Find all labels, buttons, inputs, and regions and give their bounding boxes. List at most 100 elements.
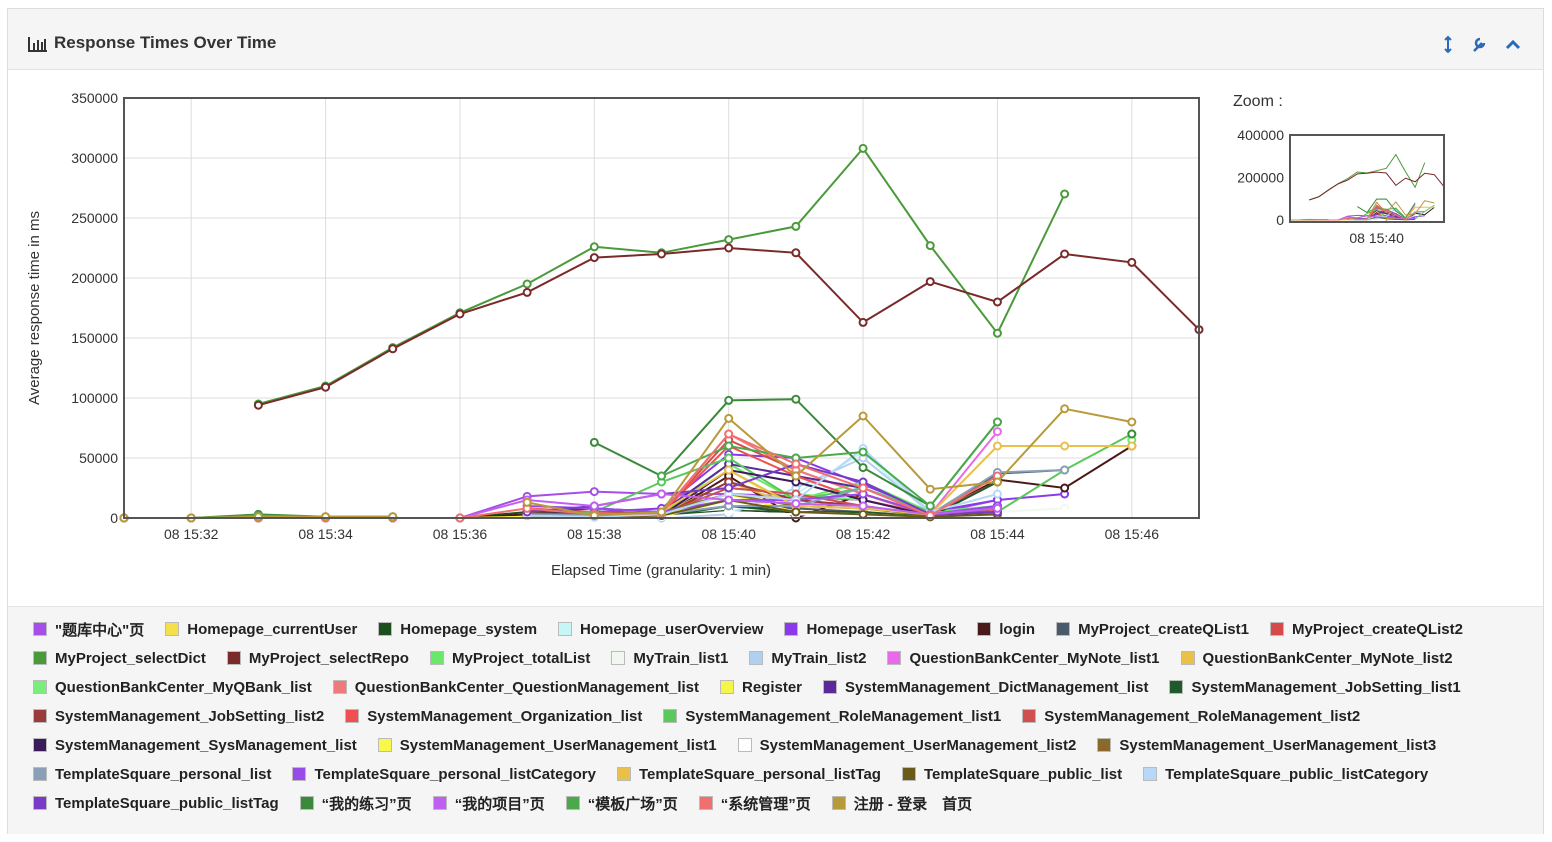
data-point: [858, 501, 868, 511]
legend-item[interactable]: “系统管理”页: [698, 793, 811, 813]
panel-tools[interactable]: [1438, 35, 1538, 55]
legend-item[interactable]: MyProject_createQList1: [1056, 619, 1249, 639]
data-point: [522, 287, 532, 297]
legend-swatch: [1056, 622, 1071, 636]
legend-item[interactable]: Homepage_currentUser: [165, 619, 357, 639]
legend-item[interactable]: MyTrain_list2: [749, 648, 866, 668]
y-tick-label: 0: [110, 510, 118, 526]
legend-item[interactable]: login: [977, 619, 1035, 639]
y-tick-label: 150000: [71, 330, 118, 346]
legend-label: QuestionBankCenter_MyNote_list1: [909, 649, 1160, 667]
legend-swatch: [33, 622, 47, 636]
legend-item[interactable]: SystemManagement_RoleManagement_list2: [1022, 706, 1360, 726]
data-point: [522, 279, 532, 289]
legend-item[interactable]: QuestionBankCenter_MyNote_list2: [1180, 648, 1453, 668]
data-point: [657, 489, 666, 499]
legend-item[interactable]: TemplateSquare_public_listTag: [33, 793, 279, 813]
legend-label: TemplateSquare_public_list: [923, 765, 1123, 783]
legend-item[interactable]: MyProject_createQList2: [1270, 619, 1463, 639]
legend-label: SystemManagement_DictManagement_list: [845, 678, 1149, 696]
legend-item[interactable]: Register: [720, 677, 802, 697]
zoom-x-tick-label: 08 15:40: [1349, 230, 1404, 246]
legend-item[interactable]: QuestionBankCenter_MyQBank_list: [33, 677, 312, 697]
data-point: [791, 248, 801, 258]
x-tick-label: 08 15:42: [836, 526, 891, 542]
legend-item[interactable]: “我的练习”页: [299, 793, 412, 813]
legend-item[interactable]: QuestionBankCenter_QuestionManagement_li…: [332, 677, 699, 697]
legend-label: “模板广场”页: [587, 795, 678, 813]
legend-label: 注册 - 登录 首页: [853, 795, 973, 813]
legend-item[interactable]: MyTrain_list1: [611, 648, 728, 668]
data-point: [657, 471, 666, 481]
data-point: [724, 395, 734, 405]
legend-item[interactable]: SystemManagement_SysManagement_list: [33, 735, 357, 755]
legend-label: SystemManagement_JobSetting_list2: [55, 707, 325, 725]
y-tick-label: 250000: [71, 210, 118, 226]
data-point: [992, 489, 1002, 499]
legend-item[interactable]: SystemManagement_Organization_list: [345, 706, 642, 726]
data-point: [1127, 441, 1137, 451]
legend-item[interactable]: “我的项目”页: [432, 793, 545, 813]
legend-item[interactable]: SystemManagement_DictManagement_list: [823, 677, 1148, 697]
legend-swatch: [611, 651, 626, 665]
panel-header: Response Times Over Time: [8, 9, 1543, 70]
legend-item[interactable]: MyProject_totalList: [429, 648, 590, 668]
legend-item[interactable]: MyProject_selectDict: [33, 648, 206, 668]
legend-swatch: [720, 680, 734, 694]
legend-item[interactable]: MyProject_selectRepo: [226, 648, 409, 668]
data-point: [791, 471, 801, 481]
legend-item[interactable]: SystemManagement_UserManagement_list2: [737, 735, 1076, 755]
data-point: [321, 382, 331, 392]
panel-title: Response Times Over Time: [54, 33, 277, 52]
legend-item[interactable]: Homepage_userTask: [784, 619, 956, 639]
legend-item[interactable]: "题库中心"页: [33, 619, 144, 639]
legend-label: "题库中心"页: [55, 621, 145, 639]
y-tick-label: 350000: [71, 90, 118, 106]
legend-item[interactable]: “模板广场”页: [565, 793, 678, 813]
data-point: [724, 465, 734, 475]
data-point: [858, 411, 868, 421]
legend-item[interactable]: TemplateSquare_public_listCategory: [1143, 764, 1428, 784]
legend-item[interactable]: TemplateSquare_personal_listCategory: [292, 764, 596, 784]
data-point: [253, 400, 263, 410]
x-tick-label: 08 15:36: [433, 526, 488, 542]
data-point: [925, 277, 935, 287]
legend-label: TemplateSquare_personal_listTag: [638, 765, 881, 783]
legend-item[interactable]: TemplateSquare_personal_listTag: [616, 764, 881, 784]
plot-frame: [123, 97, 1200, 519]
legend-swatch: [1270, 622, 1284, 636]
legend-item[interactable]: TemplateSquare_personal_list: [33, 764, 271, 784]
data-point: [791, 221, 801, 231]
legend-item[interactable]: TemplateSquare_public_list: [901, 764, 1123, 784]
legend-item[interactable]: SystemManagement_UserManagement_list1: [377, 735, 717, 755]
legend-item[interactable]: SystemManagement_RoleManagement_list1: [663, 706, 1001, 726]
series-group: [119, 143, 1204, 523]
legend-item[interactable]: Homepage_system: [378, 619, 537, 639]
legend-item[interactable]: Homepage_userOverview: [558, 619, 763, 639]
legend-item[interactable]: SystemManagement_JobSetting_list2: [33, 706, 324, 726]
legend-item[interactable]: SystemManagement_UserManagement_list3: [1097, 735, 1436, 755]
legend-label: login: [999, 620, 1036, 638]
data-point: [858, 509, 868, 519]
legend-item[interactable]: 注册 - 登录 首页: [831, 793, 973, 813]
data-point: [858, 143, 868, 153]
data-point: [791, 394, 801, 404]
legend-swatch: [33, 651, 47, 665]
legend-item[interactable]: QuestionBankCenter_MyNote_list1: [887, 648, 1160, 668]
data-point: [724, 413, 734, 423]
data-point: [992, 441, 1002, 451]
legend-item[interactable]: SystemManagement_JobSetting_list1: [1169, 677, 1461, 697]
data-point: [724, 495, 734, 505]
data-point: [455, 309, 465, 319]
data-point: [321, 512, 331, 522]
x-axis-label: Elapsed Time (granularity: 1 min): [551, 562, 771, 579]
legend-swatch: [33, 767, 47, 781]
legend-label: QuestionBankCenter_MyQBank_list: [55, 678, 312, 696]
legend-label: Homepage_system: [400, 620, 538, 638]
legend-label: MyProject_createQList2: [1292, 620, 1463, 638]
legend-label: MyTrain_list1: [633, 649, 729, 667]
data-point: [724, 235, 734, 245]
series-line: [1347, 204, 1435, 220]
legend-label: TemplateSquare_personal_listCategory: [314, 765, 596, 783]
series-line: [1309, 153, 1426, 201]
